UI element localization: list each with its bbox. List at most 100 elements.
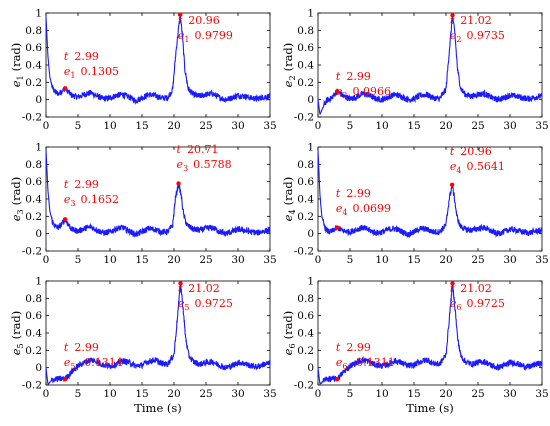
y-tick-label: 0.6	[25, 310, 42, 322]
x-tick-label: 30	[231, 120, 244, 132]
x-tick-label: 10	[103, 120, 116, 132]
plot-area	[317, 12, 543, 118]
y-tick-label: 0.8	[297, 293, 314, 305]
annotation-value: e3 0.1652	[64, 193, 119, 208]
y-tick-label: -0.2	[22, 246, 42, 258]
x-tick-label: 5	[75, 254, 82, 266]
y-tick-label: -0.2	[294, 246, 314, 258]
x-tick-label: 5	[75, 388, 82, 400]
annotation-value: e5 -0.1314	[64, 356, 123, 371]
x-tick-label: 5	[347, 120, 354, 132]
annotation-time: t 2.99	[336, 187, 371, 200]
y-tick-label: 0.6	[297, 42, 314, 54]
y-tick-label: 1	[307, 142, 314, 154]
annotation-time: t 21.02	[178, 282, 220, 295]
annotation-time: t 20.96	[178, 14, 220, 27]
x-tick-label: 25	[199, 254, 212, 266]
y-tick-label: 0.4	[297, 60, 314, 72]
y-axis-label: e2(rad)	[281, 43, 297, 88]
y-tick-label: 0	[307, 362, 314, 374]
plot-area	[317, 146, 543, 252]
y-tick-label: 0.8	[25, 293, 42, 305]
y-tick-label: 0.8	[25, 159, 42, 171]
data-tip-marker	[450, 281, 455, 286]
x-tick-label: 0	[315, 254, 322, 266]
x-tick-label: 25	[471, 120, 484, 132]
y-tick-label: 0.4	[297, 328, 314, 340]
x-tick-label: 15	[135, 120, 148, 132]
y-tick-label: 0	[35, 228, 42, 240]
series-line	[45, 13, 271, 106]
y-tick-label: 0.6	[297, 176, 314, 188]
y-axis-label: e5(rad)	[9, 311, 25, 356]
subplot-5: 0 5 10 15 20 25 30 35-0.200.20.40.60.81e5(rad)T…	[9, 276, 277, 416]
y-tick-label: 1	[35, 142, 42, 154]
y-tick-label: 0.6	[25, 42, 42, 54]
x-tick-label: 0	[43, 254, 50, 266]
x-tick-label: 10	[375, 388, 388, 400]
annotation-time: t 2.99	[64, 178, 99, 191]
x-tick-label: 20	[439, 120, 452, 132]
y-tick-label: 0.6	[297, 310, 314, 322]
plot-area	[45, 280, 271, 386]
x-tick-label: 10	[375, 254, 388, 266]
x-tick-label: 30	[231, 388, 244, 400]
x-tick-label: 20	[167, 120, 180, 132]
data-tip-marker	[449, 182, 455, 187]
annotation-value: e5 0.9725	[178, 297, 233, 312]
annotation-time: t 2.99	[64, 341, 99, 354]
y-tick-label: 0.4	[25, 328, 42, 340]
series-line	[45, 283, 271, 385]
annotation-value: e4 0.0699	[336, 202, 391, 217]
x-tick-label: 15	[407, 388, 420, 400]
x-tick-label: 15	[135, 388, 148, 400]
annotation-time: t 2.99	[64, 50, 99, 63]
y-tick-label: 0.8	[297, 25, 314, 37]
series-line	[317, 150, 543, 239]
annotation-value: e2 0.0966	[336, 85, 391, 100]
x-tick-label: 25	[471, 254, 484, 266]
x-axis-label: Time (s)	[134, 401, 182, 415]
annotation-value: e3 0.5788	[177, 158, 232, 173]
series-line	[317, 15, 543, 115]
data-tip-marker	[178, 281, 183, 286]
annotation-value: e1 0.9799	[178, 29, 233, 44]
data-tip-marker	[62, 217, 68, 222]
y-tick-label: 0	[35, 94, 42, 106]
annotation-time: t 21.02	[450, 14, 492, 27]
subplot-6: 0 5 10 15 20 25 30 35-0.200.20.40.60.81e6(rad)T…	[281, 276, 549, 416]
x-tick-label: 10	[375, 120, 388, 132]
y-tick-label: 0.2	[25, 211, 42, 223]
y-tick-label: 0	[307, 228, 314, 240]
annotation-value: e6 -0.1311	[336, 356, 395, 371]
data-tip-marker	[450, 13, 455, 18]
series-line	[317, 283, 543, 386]
y-tick-label: 0.2	[297, 345, 314, 357]
x-tick-label: 15	[407, 120, 420, 132]
x-tick-label: 0	[315, 120, 322, 132]
x-tick-label: 5	[347, 254, 354, 266]
x-tick-label: 10	[103, 388, 116, 400]
plot-area	[45, 146, 271, 252]
y-tick-label: 0.4	[297, 194, 314, 206]
subplot-2: 0 5 10 15 20 25 30 35-0.200.20.40.60.81e2(rad)t…	[281, 8, 549, 133]
x-tick-label: 30	[503, 120, 516, 132]
x-tick-label: 20	[167, 254, 180, 266]
annotation-time: t 2.99	[336, 341, 371, 354]
data-tip-marker	[62, 86, 68, 91]
x-tick-label: 20	[439, 388, 452, 400]
y-tick-label: 0.2	[297, 77, 314, 89]
y-tick-label: 0.2	[297, 211, 314, 223]
data-tip-marker	[334, 225, 340, 230]
x-tick-label: 0	[43, 388, 50, 400]
x-tick-label: 30	[231, 254, 244, 266]
x-tick-label: 15	[407, 254, 420, 266]
annotation-value: e2 0.9735	[450, 29, 505, 44]
y-tick-label: 1	[307, 276, 314, 288]
y-tick-label: 0.2	[25, 345, 42, 357]
y-tick-label: 0	[307, 94, 314, 106]
y-axis-label: e3(rad)	[9, 177, 25, 222]
